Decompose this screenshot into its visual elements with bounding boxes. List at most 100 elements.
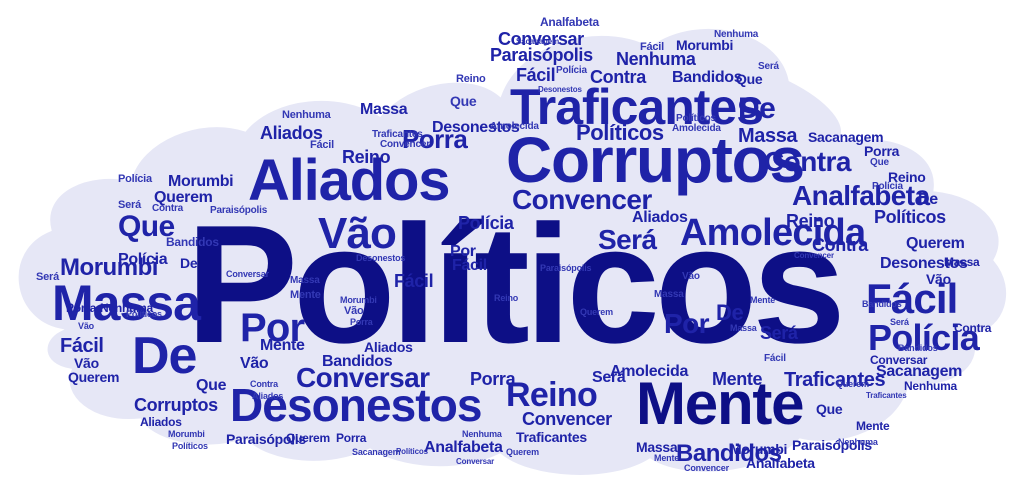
word-facil-small3: Fácil bbox=[764, 353, 786, 364]
word-massa-small: Massa bbox=[654, 289, 684, 300]
word-facil-mid: Fácil bbox=[394, 271, 434, 291]
word-paraisopolis-small2: Paraisópolis bbox=[540, 263, 592, 273]
word-amolecida-small2: Amolecida bbox=[672, 123, 721, 134]
word-que-top: Que bbox=[736, 71, 763, 87]
word-amolecida-small: Amolecida bbox=[490, 121, 539, 132]
word-contra-right: Contra bbox=[812, 235, 868, 255]
word-querem-small3: Querem bbox=[580, 307, 613, 317]
word-desonestos-mid: Desonestos bbox=[432, 119, 520, 136]
word-amolecida-mid: Amolecida bbox=[610, 363, 689, 380]
word-por-mid2: Por bbox=[664, 308, 710, 339]
word-paraisopolis-bottom2: Paraisópolis bbox=[792, 437, 872, 453]
word-facil-mid2: Fácil bbox=[452, 257, 487, 274]
word-que-small: Que bbox=[450, 93, 477, 109]
word-bandidos-small2: Bandidos bbox=[862, 299, 902, 309]
word-aliados-small: Aliados bbox=[252, 391, 284, 401]
word-aliados-mid2: Aliados bbox=[364, 339, 413, 355]
word-nenhuma-top: Nenhuma bbox=[616, 49, 696, 69]
word-politicos-small4: Políticos bbox=[126, 309, 162, 319]
word-analfabeta-top: Analfabeta bbox=[540, 15, 599, 29]
word-de-left: De bbox=[180, 255, 198, 271]
word-sacanagem-small: Sacanagem bbox=[516, 37, 560, 46]
word-que-left: Que bbox=[196, 377, 227, 394]
word-conversar-large: Conversar bbox=[296, 362, 430, 393]
word-nenhuma-small3: Nenhuma bbox=[838, 437, 878, 447]
word-sera-mid: Será bbox=[760, 323, 798, 343]
word-policia-large: Polícia bbox=[868, 317, 980, 358]
word-aliados-mid: Aliados bbox=[260, 123, 323, 143]
word-aliados-mid3: Aliados bbox=[632, 209, 688, 226]
word-de-top: De bbox=[738, 92, 776, 125]
word-conversar-right: Conversar bbox=[870, 353, 928, 367]
word-desonestos: Desonestos bbox=[230, 379, 482, 431]
word-sera-small3: Será bbox=[758, 61, 779, 72]
word-bandidos-mid: Bandidos bbox=[322, 353, 393, 370]
word-nenhuma-left: Nenhuma bbox=[100, 301, 153, 315]
word-vao-right: Vão bbox=[926, 271, 951, 287]
word-sera-large: Será bbox=[598, 224, 657, 255]
word-mente-right: Mente bbox=[856, 419, 890, 433]
word-paraisopolis-bottom: Paraisópolis bbox=[226, 431, 306, 447]
word-sera-small: Será bbox=[118, 199, 141, 211]
word-sera-small4: Será bbox=[890, 317, 909, 327]
word-reino-large: Reino bbox=[506, 376, 598, 414]
word-politicos-small3: Políticos bbox=[172, 441, 208, 451]
word-policia-small2: Polícia bbox=[556, 65, 587, 76]
word-facil-small: Fácil bbox=[310, 139, 334, 151]
word-mente-mid2: Mente bbox=[712, 369, 763, 389]
word-por-mid: Por bbox=[450, 243, 476, 260]
word-conversar-top: Conversar bbox=[498, 29, 584, 49]
word-bandidos-large: Bandidos bbox=[676, 440, 782, 467]
word-querem-bottom: Querem bbox=[286, 431, 330, 445]
word-de-large: De bbox=[132, 327, 197, 385]
word-reino-small: Reino bbox=[456, 73, 486, 85]
word-porra-left: Porra bbox=[66, 301, 97, 315]
word-bandidos-top: Bandidos bbox=[672, 69, 743, 86]
word-desonestos-small2: Desonestos bbox=[356, 253, 406, 263]
word-politicos-right: Políticos bbox=[874, 207, 946, 227]
word-sacanagem-right: Sacanagem bbox=[808, 129, 884, 145]
word-massa-mid: Massa bbox=[738, 125, 798, 147]
word-politicos-mid: Políticos bbox=[576, 120, 664, 145]
word-reino-right: Reino bbox=[786, 211, 835, 231]
word-massa-left: Massa bbox=[360, 101, 408, 118]
word-reino-mid: Reino bbox=[342, 147, 391, 167]
word-bandidos-small3: Bandidos bbox=[898, 343, 938, 353]
word-reino-small2: Reino bbox=[494, 293, 519, 303]
word-nenhuma-right: Nenhuma bbox=[904, 379, 957, 393]
word-convencer-bottom: Convencer bbox=[522, 409, 612, 429]
word-nenhuma-small2: Nenhuma bbox=[714, 29, 759, 40]
word-mente-small2: Mente bbox=[750, 295, 776, 305]
word-morumbi-left: Morumbi bbox=[168, 173, 234, 190]
word-massa-right: Massa bbox=[944, 255, 980, 269]
word-querem-small2: Querem bbox=[506, 447, 539, 457]
word-vao-small: Vão bbox=[78, 321, 94, 331]
word-bandidos-small: Bandidos bbox=[166, 235, 219, 249]
word-reino-right2: Reino bbox=[888, 169, 926, 185]
word-traficantes-small2: Traficantes bbox=[866, 391, 907, 400]
word-convencer-small: Convencer bbox=[380, 139, 430, 150]
word-querem-left: Querem bbox=[154, 189, 213, 206]
word-porra-small: Porra bbox=[350, 317, 373, 327]
word-desonestos-right: Desonestos bbox=[880, 255, 968, 272]
word-vao-large: Vão bbox=[318, 209, 397, 258]
word-convencer-small3: Convencer bbox=[684, 463, 729, 473]
word-aliados-left: Aliados bbox=[140, 415, 182, 429]
word-massa-small2: Massa bbox=[730, 323, 757, 333]
word-contra-small2: Contra bbox=[250, 379, 278, 389]
word-morumbi-large: Morumbi bbox=[60, 254, 158, 281]
word-contra-large: Contra bbox=[764, 146, 851, 177]
word-querem-right: Querem bbox=[906, 235, 965, 252]
word-porra-right: Porra bbox=[864, 143, 900, 159]
word-traficantes: Traficantes bbox=[510, 79, 764, 135]
word-massa-large: Massa bbox=[52, 275, 201, 331]
word-de-mid: De bbox=[716, 300, 744, 325]
word-vao-small3: Vão bbox=[344, 305, 364, 317]
word-que-right: Que bbox=[816, 401, 843, 417]
word-corruptos-left: Corruptos bbox=[134, 395, 218, 415]
word-mente-small3: Mente bbox=[290, 289, 321, 301]
word-nenhuma-small4: Nenhuma bbox=[462, 429, 502, 439]
word-querem-left2: Querem bbox=[68, 369, 120, 385]
word-analfabeta-bottom: Analfabeta bbox=[424, 439, 503, 456]
